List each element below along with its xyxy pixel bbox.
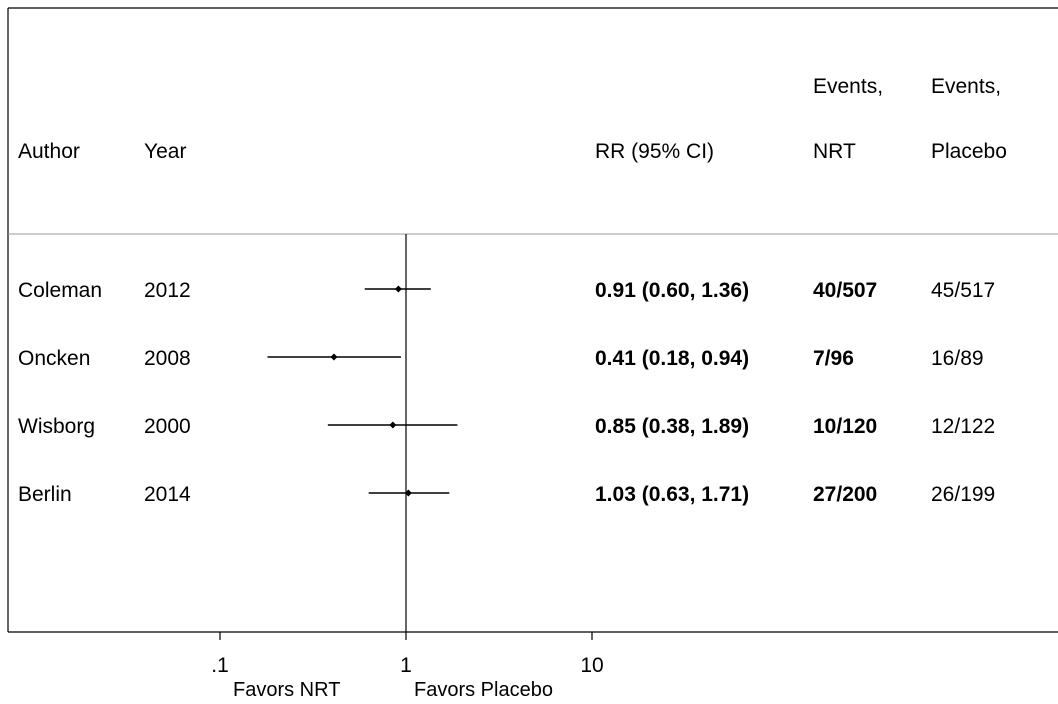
study-row: Berlin 2014 1.03 (0.63, 1.71) 27/200 26/199: [18, 483, 995, 506]
header-rr: RR (95% CI): [595, 140, 714, 163]
x-tick-label: .1: [211, 654, 229, 677]
x-axis-ticks: .1 1 10: [211, 632, 604, 677]
header-events-placebo-line1: Events,: [931, 75, 1001, 98]
x-tick-label: 1: [400, 654, 412, 677]
study-rows: Coleman 2012 0.91 (0.60, 1.36) 40/507 45/517…: [18, 279, 995, 506]
study-row: Coleman 2012 0.91 (0.60, 1.36) 40/507 45/517: [18, 279, 995, 302]
study-events-nrt: 40/507: [813, 279, 877, 302]
study-author: Wisborg: [18, 415, 95, 438]
study-events-nrt: 7/96: [813, 347, 854, 370]
favors-placebo-label: Favors Placebo: [414, 679, 553, 701]
study-author: Coleman: [18, 279, 102, 302]
point-estimate-marker: [330, 353, 338, 361]
point-estimate-marker: [389, 421, 397, 429]
study-events-nrt: 10/120: [813, 415, 877, 438]
study-row: Oncken 2008 0.41 (0.18, 0.94) 7/96 16/89: [18, 347, 984, 370]
study-events-placebo: 26/199: [931, 483, 995, 506]
study-rr-ci: 1.03 (0.63, 1.71): [595, 483, 749, 506]
study-events-nrt: 27/200: [813, 483, 877, 506]
study-author: Berlin: [18, 483, 72, 506]
study-row: Wisborg 2000 0.85 (0.38, 1.89) 10/120 12/122: [18, 415, 995, 438]
study-events-placebo: 45/517: [931, 279, 995, 302]
study-year: 2014: [144, 483, 191, 506]
header-events-placebo-line2: Placebo: [931, 140, 1007, 163]
header-events-nrt-line2: NRT: [813, 140, 856, 163]
study-year: 2000: [144, 415, 191, 438]
point-estimate-marker: [404, 489, 412, 497]
favors-nrt-label: Favors NRT: [233, 679, 340, 701]
study-year: 2012: [144, 279, 191, 302]
study-rr-ci: 0.91 (0.60, 1.36): [595, 279, 749, 302]
point-estimate-marker: [394, 285, 402, 293]
header-year: Year: [144, 140, 186, 163]
study-year: 2008: [144, 347, 191, 370]
header-events-nrt-line1: Events,: [813, 75, 883, 98]
x-tick-label: 10: [580, 654, 603, 677]
study-rr-ci: 0.41 (0.18, 0.94): [595, 347, 749, 370]
study-rr-ci: 0.85 (0.38, 1.89): [595, 415, 749, 438]
study-events-placebo: 12/122: [931, 415, 995, 438]
header-author: Author: [18, 140, 80, 163]
study-events-placebo: 16/89: [931, 347, 984, 370]
study-author: Oncken: [18, 347, 90, 370]
